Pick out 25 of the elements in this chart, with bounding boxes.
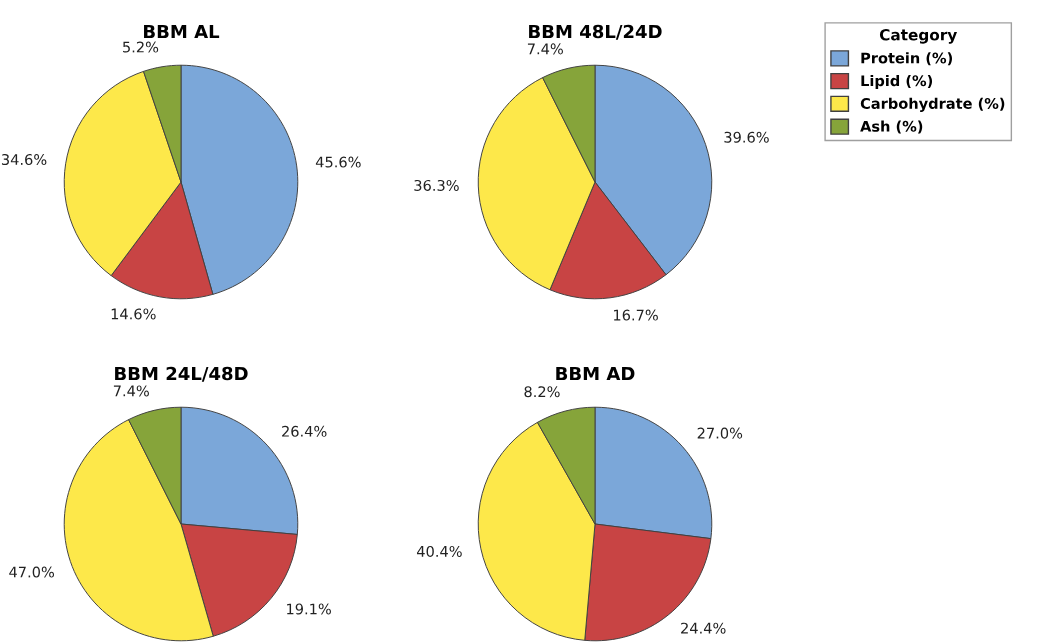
data-label: 19.1% — [287, 603, 331, 615]
legend-label: Protein (%) — [861, 52, 952, 66]
chart-title: BBM AL — [144, 24, 220, 39]
data-label: 39.6% — [724, 131, 769, 143]
data-label: 14.6% — [111, 308, 156, 320]
data-label: 7.4% — [113, 385, 149, 397]
legend-label: Lipid (%) — [861, 74, 933, 90]
legend-label: Ash (%) — [860, 120, 923, 134]
legend-title: Category — [879, 28, 957, 44]
data-label: 26.4% — [282, 425, 327, 437]
data-label: 8.2% — [524, 386, 560, 398]
chart-title: BBM 24L/48D — [115, 366, 248, 382]
data-label: 36.3% — [414, 179, 459, 191]
data-label: 27.0% — [697, 427, 743, 439]
legend-label: Carbohydrate (%) — [860, 97, 1005, 112]
chart-title: BBM 48L/24D — [529, 24, 662, 40]
data-label: 5.2% — [123, 41, 159, 53]
data-label: 45.6% — [315, 156, 361, 168]
chart-title: BBM AD — [556, 366, 635, 381]
data-label: 16.7% — [614, 309, 658, 321]
data-label: 24.4% — [681, 622, 726, 634]
data-label: 40.4% — [416, 545, 462, 557]
data-label: 34.6% — [1, 154, 47, 166]
data-label: 7.4% — [527, 43, 563, 55]
data-label: 47.0% — [9, 566, 55, 578]
